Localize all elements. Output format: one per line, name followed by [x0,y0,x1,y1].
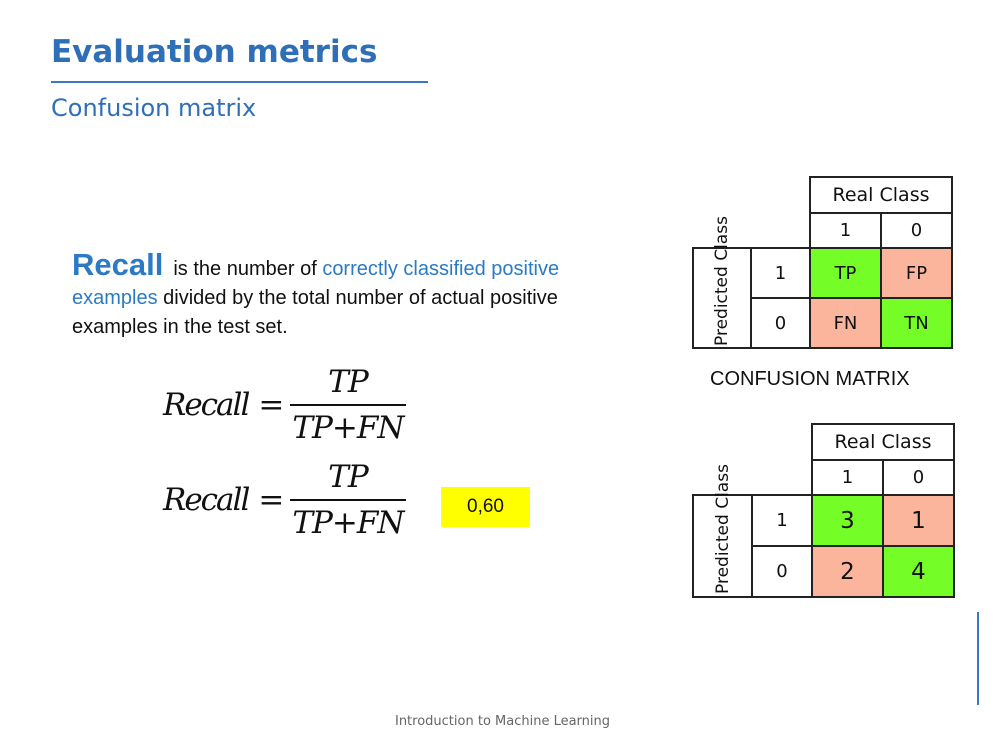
col-label: 0 [882,459,955,496]
cell-value-tp: 3 [811,494,884,547]
denominator-right: FN [356,505,405,541]
slide-subtitle: Confusion matrix [51,94,257,122]
recall-definition: Recall is the number of correctly classif… [72,247,632,342]
recall-formula-1: Recall = TP TP+FN [163,364,406,446]
fraction-bar [290,499,406,501]
denominator-right: FN [356,410,405,446]
real-class-header: Real Class [811,423,955,461]
confusion-matrix-values: Real Class 1 0 Predicted Class 1 3 1 0 2… [692,423,955,598]
slide-title: Evaluation metrics [51,34,378,70]
formula-lhs: Recall [163,387,250,423]
denominator-operator: + [331,505,358,541]
formula-numerator: TP [328,364,369,400]
fraction-bar [290,404,406,406]
row-label: 0 [750,297,811,349]
definition-text-2: divided by the total number of actual po… [72,287,558,338]
row-label: 1 [750,247,811,299]
title-underline [51,81,428,83]
denominator-left: TP [292,505,333,541]
formula-fraction: TP TP+FN [290,459,406,541]
side-divider [977,612,979,705]
formula-denominator: TP+FN [290,501,405,541]
definition-term: Recall [72,247,164,282]
cell-value-tn: 4 [882,545,955,598]
cell-tp: TP [809,247,882,299]
cell-value-fp: 1 [882,494,955,547]
formula-numerator: TP [328,459,369,495]
slide-footer: Introduction to Machine Learning [394,714,611,729]
recall-formula-2: Recall = TP TP+FN [163,459,406,541]
formula-equals: = [258,482,285,518]
formula-denominator: TP+FN [290,406,405,446]
confusion-matrix-template: Real Class 1 0 Predicted Class 1 TP FP 0… [692,176,953,349]
col-label: 1 [809,212,882,249]
denominator-left: TP [292,410,333,446]
formula-lhs: Recall [163,482,250,518]
cell-fp: FP [880,247,953,299]
cell-value-fn: 2 [811,545,884,598]
predicted-class-label: Predicted Class [712,216,732,346]
definition-highlight: correctly classified positive examples [72,258,560,309]
predicted-class-cell: Predicted Class [692,216,752,349]
definition-text-1: is the number of [173,258,323,280]
recall-result: 0,60 [441,487,530,527]
confusion-matrix-caption: CONFUSION MATRIX [710,368,910,390]
row-label: 1 [751,494,813,547]
formula-equals: = [258,387,285,423]
predicted-class-cell: Predicted Class [692,464,753,598]
formula-fraction: TP TP+FN [290,364,406,446]
col-label: 0 [880,212,953,249]
cell-tn: TN [880,297,953,349]
predicted-class-label: Predicted Class [712,464,733,594]
real-class-header: Real Class [809,176,953,214]
col-label: 1 [811,459,884,496]
cell-fn: FN [809,297,882,349]
row-label: 0 [751,545,813,598]
denominator-operator: + [331,410,358,446]
